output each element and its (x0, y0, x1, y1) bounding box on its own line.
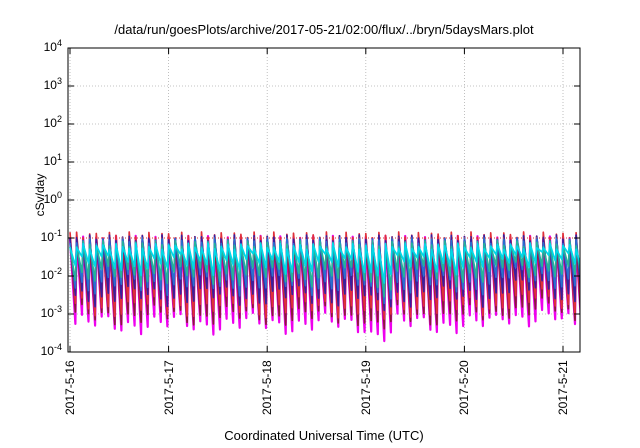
series-line (69, 242, 580, 284)
y-tick-base: 10 (40, 268, 54, 282)
y-tick-label: 101 (22, 152, 62, 169)
y-tick-base: 10 (43, 78, 57, 92)
tick-marks (68, 47, 580, 353)
x-tick-label: 2017-5-20 (457, 360, 472, 415)
y-tick-exponent: 4 (56, 38, 62, 48)
y-tick-label: 10-1 (22, 228, 62, 245)
y-tick-label: 10-3 (22, 304, 62, 321)
x-tick-label: 2017-5-21 (556, 360, 570, 415)
x-tick-label: 2017-5-19 (358, 360, 373, 415)
y-tick-base: 10 (43, 116, 57, 130)
chart-title: /data/run/goesPlots/archive/2017-05-21/0… (114, 22, 534, 37)
y-tick-label: 103 (22, 76, 62, 93)
y-tick-exponent: -4 (53, 342, 62, 352)
y-tick-exponent: 0 (56, 190, 62, 200)
y-tick-exponent: -3 (53, 304, 62, 314)
y-tick-exponent: 3 (56, 76, 62, 86)
y-tick-exponent: -2 (53, 266, 62, 276)
y-tick-base: 10 (40, 344, 54, 358)
x-tick-label: 2017-5-18 (260, 360, 275, 415)
x-axis-label: Coordinated Universal Time (UTC) (224, 428, 424, 443)
y-tick-exponent: 1 (56, 152, 62, 162)
y-tick-base: 10 (43, 40, 57, 54)
y-tick-base: 10 (43, 192, 57, 206)
y-tick-label: 102 (22, 114, 62, 131)
y-tick-exponent: -1 (53, 228, 62, 238)
y-tick-base: 10 (43, 154, 57, 168)
y-tick-label: 100 (22, 190, 62, 207)
y-tick-base: 10 (40, 230, 54, 244)
x-tick-label: 2017-5-16 (63, 360, 77, 415)
x-tick-label: 2017-5-17 (161, 360, 176, 415)
y-tick-label: 10-4 (22, 342, 62, 359)
y-tick-label: 10-2 (22, 266, 62, 283)
series-group (68, 231, 580, 343)
y-tick-label: 104 (22, 38, 62, 55)
y-tick-exponent: 2 (56, 114, 62, 124)
y-tick-base: 10 (40, 306, 54, 320)
